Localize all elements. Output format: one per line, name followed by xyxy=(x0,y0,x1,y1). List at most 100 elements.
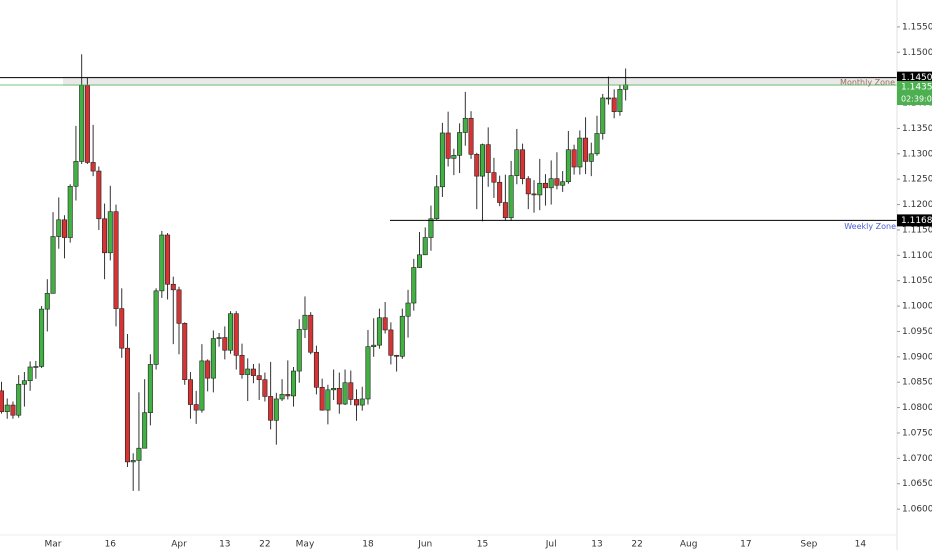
x-tick-label: Sep xyxy=(800,540,817,550)
y-tick-label: 1.07500 xyxy=(902,428,932,438)
y-tick-label: 1.06000 xyxy=(902,505,932,515)
candle-body xyxy=(394,355,400,357)
candle-body xyxy=(285,394,291,397)
price-label: 1.11688 xyxy=(901,216,932,226)
y-tick-label: 1.12500 xyxy=(902,175,932,185)
candle-body xyxy=(4,404,10,412)
y-tick-label: 1.15500 xyxy=(902,22,932,32)
candle-body xyxy=(479,144,485,177)
candle-body xyxy=(73,161,79,187)
candle-body xyxy=(124,347,130,463)
candle-body xyxy=(308,314,314,353)
candle-body xyxy=(176,289,182,324)
candle-body xyxy=(491,172,497,183)
candle-body xyxy=(623,84,629,90)
y-tick-label: 1.13500 xyxy=(902,124,932,134)
y-tick-label: 1.12000 xyxy=(902,200,932,210)
candle-body xyxy=(113,211,119,309)
x-tick-label: Jun xyxy=(417,540,432,550)
candle-body xyxy=(44,293,50,310)
candle-body xyxy=(508,175,514,219)
y-tick-label: 1.10500 xyxy=(902,276,932,286)
candle-body xyxy=(302,314,308,330)
candle-body xyxy=(560,181,566,186)
candle-body xyxy=(331,388,337,391)
candle-body xyxy=(462,117,468,133)
y-tick-label: 1.09000 xyxy=(902,352,932,362)
candle-body xyxy=(365,346,371,400)
candle-body xyxy=(531,193,537,196)
y-tick-label: 1.11500 xyxy=(902,225,932,235)
candle-body xyxy=(542,182,548,189)
candle-body xyxy=(170,283,176,291)
candle-body xyxy=(514,149,520,176)
candle-body xyxy=(16,383,22,416)
zone-label: Monthly Zone xyxy=(840,78,895,87)
candle-body xyxy=(102,218,108,254)
candle-body xyxy=(56,219,62,237)
x-tick-label: Jul xyxy=(545,540,557,550)
candle-body xyxy=(548,178,554,189)
price-label-box xyxy=(897,214,932,227)
candle-body xyxy=(416,254,422,268)
candle-body xyxy=(193,404,199,411)
x-tick-label: Apr xyxy=(171,540,187,550)
candle-body xyxy=(325,389,331,411)
candle-body xyxy=(359,398,365,406)
candle-body xyxy=(187,379,193,405)
x-tick-label: 22 xyxy=(631,540,642,550)
candle-body xyxy=(525,178,531,195)
candle-body xyxy=(296,329,302,372)
y-tick-label: 1.09500 xyxy=(902,327,932,337)
candle-body xyxy=(205,360,211,379)
candle-body xyxy=(39,308,45,367)
candle-body xyxy=(10,404,16,416)
candle-body xyxy=(182,323,188,380)
candle-body xyxy=(439,132,445,188)
candle-body xyxy=(520,149,526,179)
candle-body xyxy=(165,234,171,285)
x-tick-label: Aug xyxy=(680,540,698,550)
candle-body xyxy=(382,317,388,331)
candle-body xyxy=(422,237,428,256)
y-tick-label: 1.06500 xyxy=(902,479,932,489)
candle-body xyxy=(142,412,148,449)
y-tick-label: 1.10000 xyxy=(902,302,932,312)
y-tick-label: 1.08500 xyxy=(902,378,932,388)
candle-body xyxy=(256,375,262,380)
x-tick-label: 13 xyxy=(591,540,602,550)
candle-body xyxy=(107,211,113,254)
candle-body xyxy=(273,398,279,421)
last-price-label: 1.14355 xyxy=(901,83,932,93)
candle-body xyxy=(588,153,594,162)
candle-body xyxy=(611,97,617,112)
candle-body xyxy=(245,368,251,375)
x-tick-label: Mar xyxy=(45,540,62,550)
candle-body xyxy=(457,132,463,156)
price-label: 1.14500 xyxy=(901,73,932,83)
candle-body xyxy=(313,351,319,388)
candle-body xyxy=(216,337,222,339)
candle-body xyxy=(605,97,611,100)
candle-body xyxy=(210,338,216,379)
candle-body xyxy=(434,186,440,220)
candle-body xyxy=(411,267,417,304)
y-tick-label: 1.15000 xyxy=(902,48,932,58)
candle-body xyxy=(222,337,228,351)
candle-body xyxy=(583,137,589,162)
candle-body xyxy=(119,308,125,349)
x-tick-label: 13 xyxy=(219,540,230,550)
candle-body xyxy=(0,390,5,412)
candle-body xyxy=(21,380,27,385)
candle-body xyxy=(33,366,39,368)
candle-body xyxy=(262,379,268,397)
candle-body xyxy=(136,447,142,461)
candle-body xyxy=(268,396,274,421)
candle-body xyxy=(67,185,73,238)
candle-body xyxy=(96,170,102,220)
candle-body xyxy=(502,202,508,219)
x-tick-label: May xyxy=(296,540,315,550)
candle-body xyxy=(376,317,382,346)
candle-body xyxy=(371,344,377,347)
